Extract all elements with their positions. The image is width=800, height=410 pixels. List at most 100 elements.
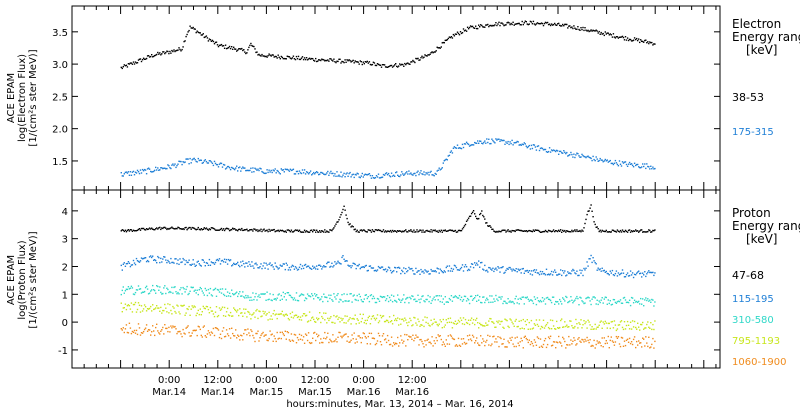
data-point	[581, 153, 583, 156]
data-point	[397, 294, 399, 296]
data-point	[306, 59, 309, 61]
data-point	[557, 341, 559, 344]
data-point	[353, 228, 355, 231]
data-point	[641, 323, 643, 326]
data-point	[365, 264, 367, 267]
data-point	[509, 141, 511, 143]
data-point	[233, 307, 235, 309]
data-point	[404, 301, 406, 304]
data-point	[186, 158, 188, 160]
data-point	[151, 256, 153, 259]
data-point	[529, 328, 532, 330]
data-point	[529, 299, 532, 301]
data-point	[562, 336, 564, 339]
data-point	[164, 285, 166, 287]
data-point	[196, 334, 198, 337]
data-point	[414, 298, 416, 300]
data-point	[506, 142, 508, 144]
data-point	[405, 298, 407, 300]
data-point	[628, 229, 631, 231]
data-point	[175, 258, 177, 260]
data-point	[359, 313, 361, 315]
data-point	[470, 295, 473, 297]
data-point	[373, 230, 376, 233]
ytick-label: 3.5	[52, 28, 68, 39]
data-point	[224, 315, 227, 317]
data-point	[616, 36, 619, 38]
data-point	[205, 305, 208, 308]
data-point	[646, 342, 648, 344]
data-point	[165, 51, 167, 54]
data-point	[521, 143, 523, 145]
data-point	[226, 47, 229, 49]
data-point	[549, 319, 552, 321]
data-point	[455, 344, 458, 346]
data-point	[463, 143, 466, 145]
data-point	[177, 163, 179, 165]
data-point	[250, 167, 252, 169]
data-point	[225, 47, 228, 50]
data-point	[231, 46, 233, 48]
data-point	[564, 23, 566, 26]
data-point	[287, 292, 290, 294]
data-point	[475, 25, 477, 27]
data-point	[602, 346, 604, 348]
data-point	[253, 228, 255, 230]
data-point	[241, 295, 243, 297]
data-point	[196, 161, 198, 163]
data-point	[326, 262, 328, 265]
data-point	[591, 30, 593, 32]
data-point	[371, 175, 374, 177]
data-point	[429, 325, 431, 327]
data-point	[519, 143, 521, 146]
data-point	[561, 152, 563, 154]
data-point	[537, 337, 540, 340]
data-point	[497, 23, 499, 25]
data-point	[263, 312, 265, 315]
data-point	[633, 299, 636, 301]
data-point	[341, 319, 343, 321]
data-point	[652, 166, 654, 168]
data-point	[567, 271, 569, 273]
data-point	[555, 230, 557, 232]
data-point	[396, 171, 398, 173]
data-point	[229, 311, 232, 314]
data-point	[183, 332, 185, 334]
data-point	[187, 308, 189, 311]
data-point	[526, 146, 528, 149]
data-point	[560, 150, 562, 153]
data-point	[157, 307, 159, 309]
data-point	[320, 59, 322, 62]
data-point	[606, 342, 608, 344]
data-point	[626, 165, 629, 167]
data-point	[281, 298, 283, 300]
data-point	[636, 272, 638, 274]
data-point	[560, 319, 562, 322]
data-point	[632, 276, 635, 279]
data-point	[243, 296, 245, 298]
data-point	[492, 24, 494, 27]
data-point	[476, 27, 478, 30]
data-point	[430, 342, 432, 345]
data-point	[633, 336, 636, 338]
data-point	[203, 325, 205, 327]
data-point	[444, 39, 446, 42]
data-point	[439, 268, 441, 270]
data-point	[650, 301, 652, 303]
data-point	[643, 338, 645, 340]
data-point	[528, 144, 530, 147]
data-point	[247, 328, 249, 330]
data-point	[494, 326, 496, 328]
data-point	[424, 231, 426, 233]
data-point	[620, 336, 623, 339]
data-point	[414, 61, 416, 64]
data-point	[485, 299, 487, 301]
data-point	[181, 305, 183, 307]
data-point	[266, 313, 268, 315]
data-point	[584, 322, 586, 325]
data-point	[488, 320, 490, 322]
data-point	[619, 163, 622, 165]
data-point	[246, 316, 248, 318]
data-point	[413, 60, 415, 63]
data-point	[317, 268, 319, 270]
